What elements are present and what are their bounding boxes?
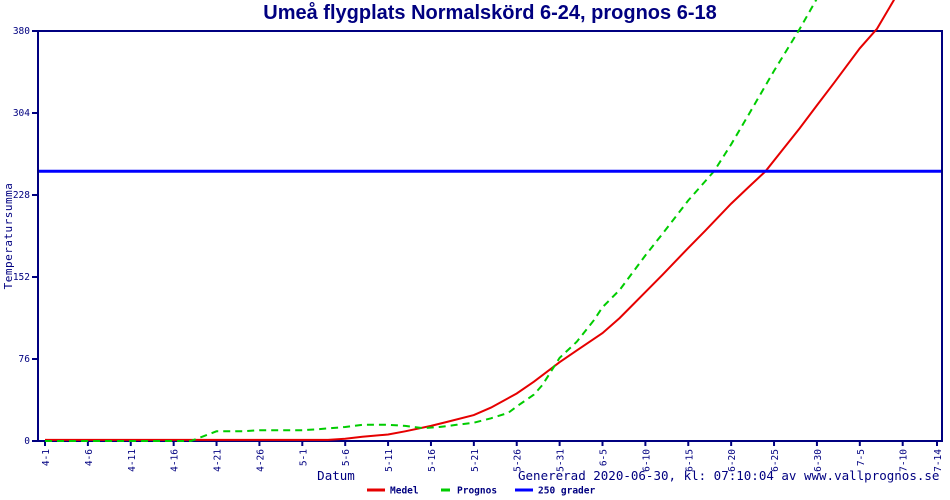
x-tick-label: 5-26 — [513, 449, 524, 472]
x-tick-label: 4-26 — [255, 449, 266, 472]
x-tick-label: 5-6 — [341, 449, 352, 466]
x-axis-title: Datum — [317, 468, 355, 483]
x-tick-label: 5-1 — [298, 449, 309, 466]
x-axis-ticks: 4-1 4-6 4-11 4-16 4-21 4-26 5-1 5-6 5-11 5-16 5-21… — [41, 441, 944, 472]
x-tick-label: 6-20 — [727, 449, 738, 472]
y-axis-ticks: 0 76 152 228 304 380 — [13, 26, 38, 447]
x-tick-label: 6-15 — [684, 449, 695, 472]
series-line-medel — [45, 0, 895, 441]
x-tick-label: 6-25 — [770, 449, 781, 472]
legend-medel-label: Medel — [390, 486, 419, 497]
series-line-prognos — [45, 0, 818, 442]
y-tick-label: 76 — [19, 354, 31, 365]
x-tick-label: 7-5 — [856, 449, 867, 466]
y-tick-label: 380 — [13, 26, 30, 37]
x-tick-label: 6-5 — [599, 449, 610, 466]
y-tick-label: 0 — [24, 436, 30, 447]
legend: Medel Prognos 250 grader — [367, 486, 595, 497]
y-tick-label: 304 — [13, 108, 30, 119]
chart-title: Umeå flygplats Normalskörd 6-24, prognos… — [263, 1, 716, 24]
x-tick-label: 6-10 — [641, 449, 652, 472]
x-tick-label: 4-21 — [213, 449, 224, 472]
y-tick-label: 228 — [13, 190, 30, 201]
x-tick-label: 5-31 — [556, 449, 567, 472]
data-series — [39, 0, 941, 442]
plot-area-border — [37, 30, 943, 442]
x-tick-label: 4-11 — [127, 449, 138, 472]
y-axis-label: Temperatursumma — [2, 183, 15, 290]
x-tick-label: 4-1 — [41, 449, 52, 466]
legend-prognos-label: Prognos — [457, 486, 497, 497]
x-tick-label: 6-30 — [813, 449, 824, 472]
x-tick-label: 7-14 — [933, 449, 944, 472]
x-tick-label: 7-10 — [899, 449, 910, 472]
x-tick-label: 5-16 — [427, 449, 438, 472]
x-tick-label: 5-21 — [470, 449, 481, 472]
legend-ref-label: 250 grader — [538, 486, 595, 497]
x-tick-label: 4-6 — [84, 449, 95, 466]
y-tick-label: 152 — [13, 272, 30, 283]
x-tick-label: 5-11 — [384, 449, 395, 472]
x-tick-label: 4-16 — [170, 449, 181, 472]
generated-caption: Genererad 2020-06-30, kl: 07:10:04 av ww… — [518, 468, 939, 483]
